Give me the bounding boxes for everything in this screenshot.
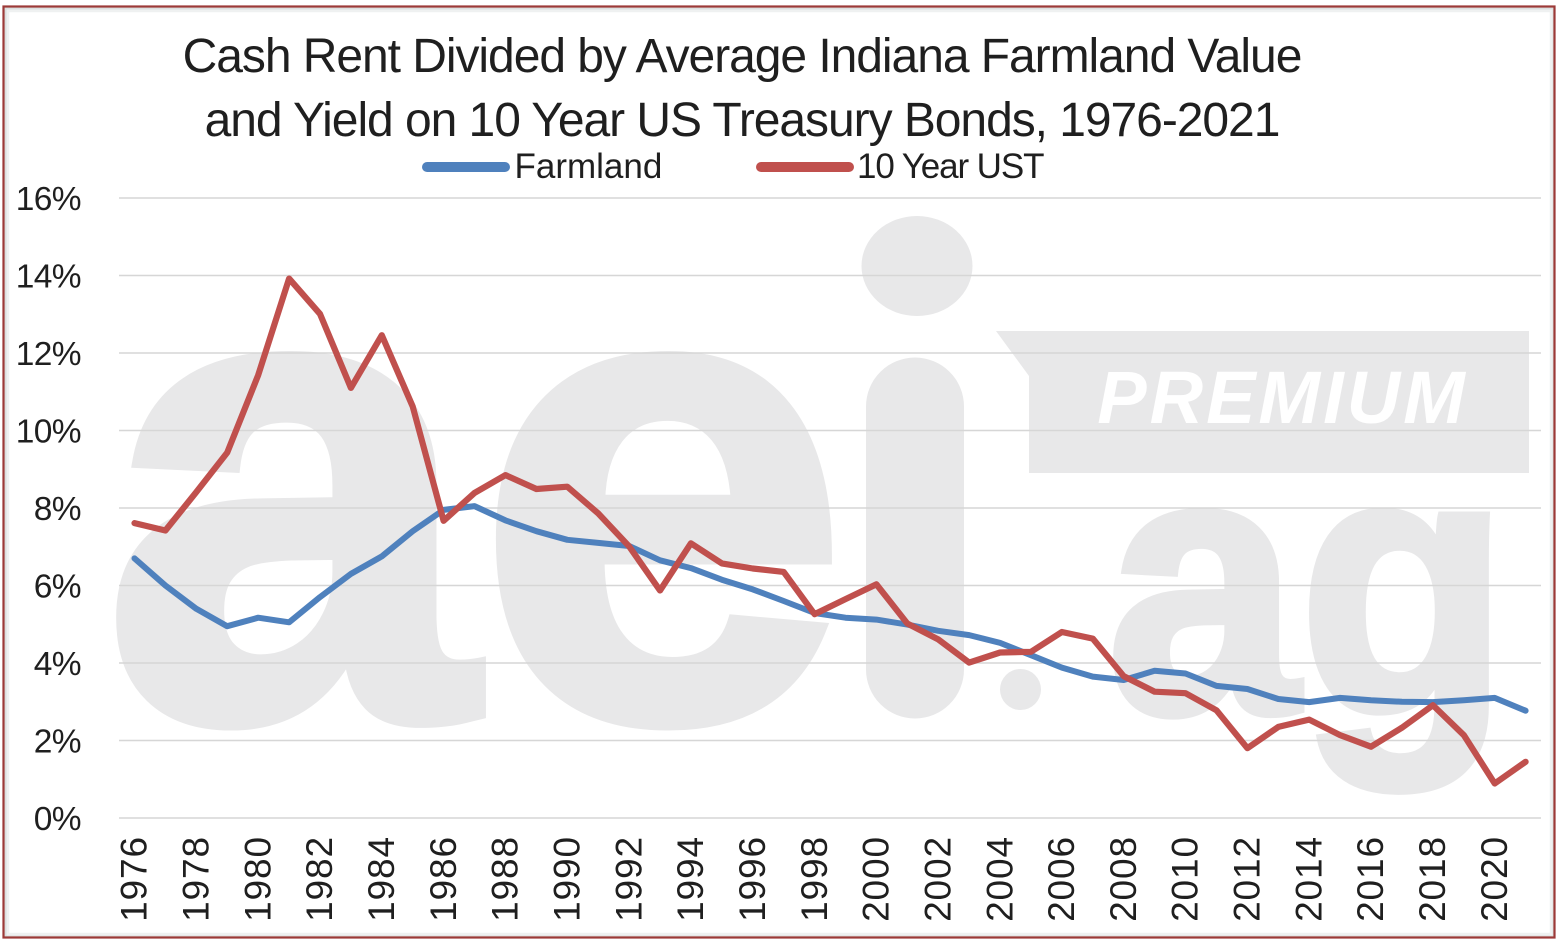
svg-text:6%: 6% xyxy=(34,569,81,606)
svg-text:2006: 2006 xyxy=(1041,836,1082,922)
svg-text:2008: 2008 xyxy=(1103,836,1144,922)
svg-text:14%: 14% xyxy=(16,259,81,296)
svg-text:2014: 2014 xyxy=(1288,836,1329,922)
svg-text:1992: 1992 xyxy=(608,836,649,922)
svg-text:10%: 10% xyxy=(16,414,81,451)
svg-text:1982: 1982 xyxy=(299,836,340,922)
svg-text:1978: 1978 xyxy=(176,836,217,922)
svg-text:1994: 1994 xyxy=(670,836,711,922)
svg-text:1986: 1986 xyxy=(423,836,464,922)
svg-text:10 Year UST: 10 Year UST xyxy=(857,147,1044,186)
svg-text:8%: 8% xyxy=(34,491,81,528)
svg-text:1998: 1998 xyxy=(794,836,835,922)
svg-text:2020: 2020 xyxy=(1474,836,1515,922)
svg-text:1988: 1988 xyxy=(485,836,526,922)
svg-text:2016: 2016 xyxy=(1350,836,1391,922)
svg-text:1976: 1976 xyxy=(114,836,155,922)
svg-text:2002: 2002 xyxy=(917,836,958,922)
svg-text:4%: 4% xyxy=(34,646,81,683)
svg-text:1990: 1990 xyxy=(547,836,588,922)
svg-text:2%: 2% xyxy=(34,724,81,761)
svg-text:1980: 1980 xyxy=(237,836,278,922)
svg-text:16%: 16% xyxy=(16,181,81,218)
svg-text:2010: 2010 xyxy=(1165,836,1206,922)
svg-text:12%: 12% xyxy=(16,336,81,373)
svg-text:0%: 0% xyxy=(34,801,81,838)
svg-text:2018: 2018 xyxy=(1412,836,1453,922)
svg-text:Farmland: Farmland xyxy=(515,147,663,186)
svg-text:2004: 2004 xyxy=(979,836,1020,922)
svg-text:1984: 1984 xyxy=(361,836,402,922)
svg-text:ae: ae xyxy=(103,112,849,861)
svg-text:ag: ag xyxy=(1107,376,1509,793)
svg-text:2012: 2012 xyxy=(1227,836,1268,922)
svg-text:1996: 1996 xyxy=(732,836,773,922)
svg-text:PREMIUM: PREMIUM xyxy=(1097,356,1467,439)
svg-text:2000: 2000 xyxy=(856,836,897,922)
